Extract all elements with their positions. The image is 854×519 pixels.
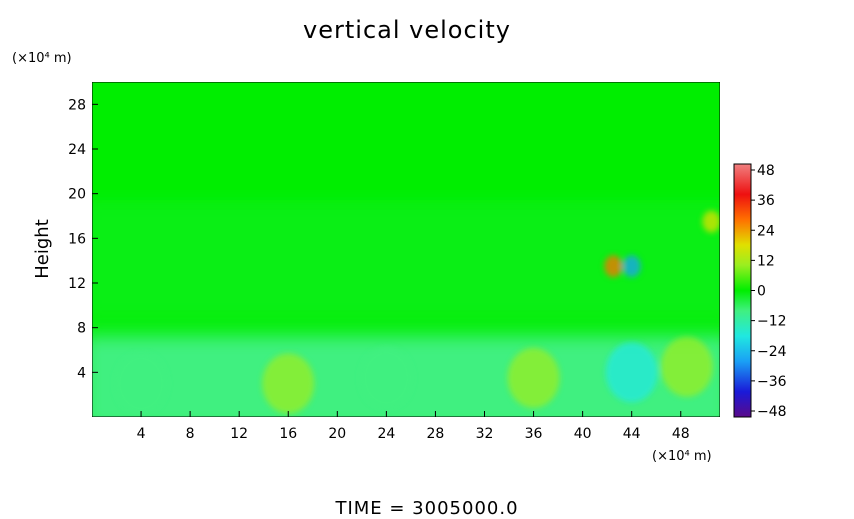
- colorbar-tick-label: −12: [757, 314, 787, 330]
- y-axis-ticks: 4 8 12 16 20 24 28: [68, 97, 98, 381]
- colorbar-tick-label: −48: [757, 404, 787, 420]
- y-tick-label: 28: [68, 97, 86, 113]
- x-tick-label: 8: [186, 426, 195, 442]
- x-tick-label: 16: [279, 426, 297, 442]
- field-feature: [605, 342, 658, 403]
- colorbar-tick-label: −36: [757, 374, 787, 390]
- field-feature: [622, 255, 641, 278]
- y-tick-label: 4: [77, 365, 86, 381]
- colorbar: 48 36 24 12 0 −12 −24 −36 −48: [733, 163, 787, 420]
- field-feature: [507, 347, 560, 408]
- x-tick-label: 12: [230, 426, 248, 442]
- y-tick-label: 20: [68, 187, 86, 203]
- colorbar-tick-label: 24: [757, 223, 775, 239]
- y-axis-label: Height: [32, 219, 53, 279]
- x-tick-label: 32: [476, 426, 494, 442]
- field-feature: [360, 347, 413, 408]
- y-tick-label: 12: [68, 276, 86, 292]
- chart-title: vertical velocity: [303, 16, 511, 44]
- colorbar-tick-label: −24: [757, 344, 787, 360]
- colorbar-tick-label: 36: [757, 193, 775, 209]
- colorbar-gradient: [733, 163, 752, 418]
- y-unit-label: (×10⁴ m): [12, 51, 72, 66]
- y-tick-label: 16: [68, 231, 86, 247]
- field-feature: [660, 336, 713, 397]
- x-tick-label: 28: [427, 426, 445, 442]
- field-feature: [262, 353, 315, 414]
- y-tick-label: 8: [77, 321, 86, 337]
- x-unit-label: (×10⁴ m): [652, 449, 712, 464]
- colorbar-tick-label: 12: [757, 253, 775, 269]
- x-tick-label: 44: [623, 426, 641, 442]
- field-feature: [702, 210, 720, 233]
- x-tick-label: 40: [574, 426, 592, 442]
- plot-area: [92, 82, 720, 417]
- y-tick-label: 24: [68, 142, 86, 158]
- colorbar-tick-label: 48: [757, 163, 775, 179]
- x-tick-label: 48: [672, 426, 690, 442]
- x-tick-label: 20: [328, 426, 346, 442]
- field-feature: [604, 255, 623, 278]
- time-label: TIME = 3005000.0: [334, 498, 518, 519]
- x-tick-label: 4: [137, 426, 146, 442]
- colorbar-ticks: 48 36 24 12 0 −12 −24 −36 −48: [751, 163, 787, 420]
- x-tick-label: 36: [525, 426, 543, 442]
- field-feature: [115, 353, 168, 414]
- x-axis-ticks: 4 8 12 16 20 24 28 32 36 40 44 48: [137, 411, 690, 442]
- colorbar-tick-label: 0: [757, 284, 766, 300]
- x-tick-label: 24: [377, 426, 395, 442]
- field-features: [115, 210, 720, 414]
